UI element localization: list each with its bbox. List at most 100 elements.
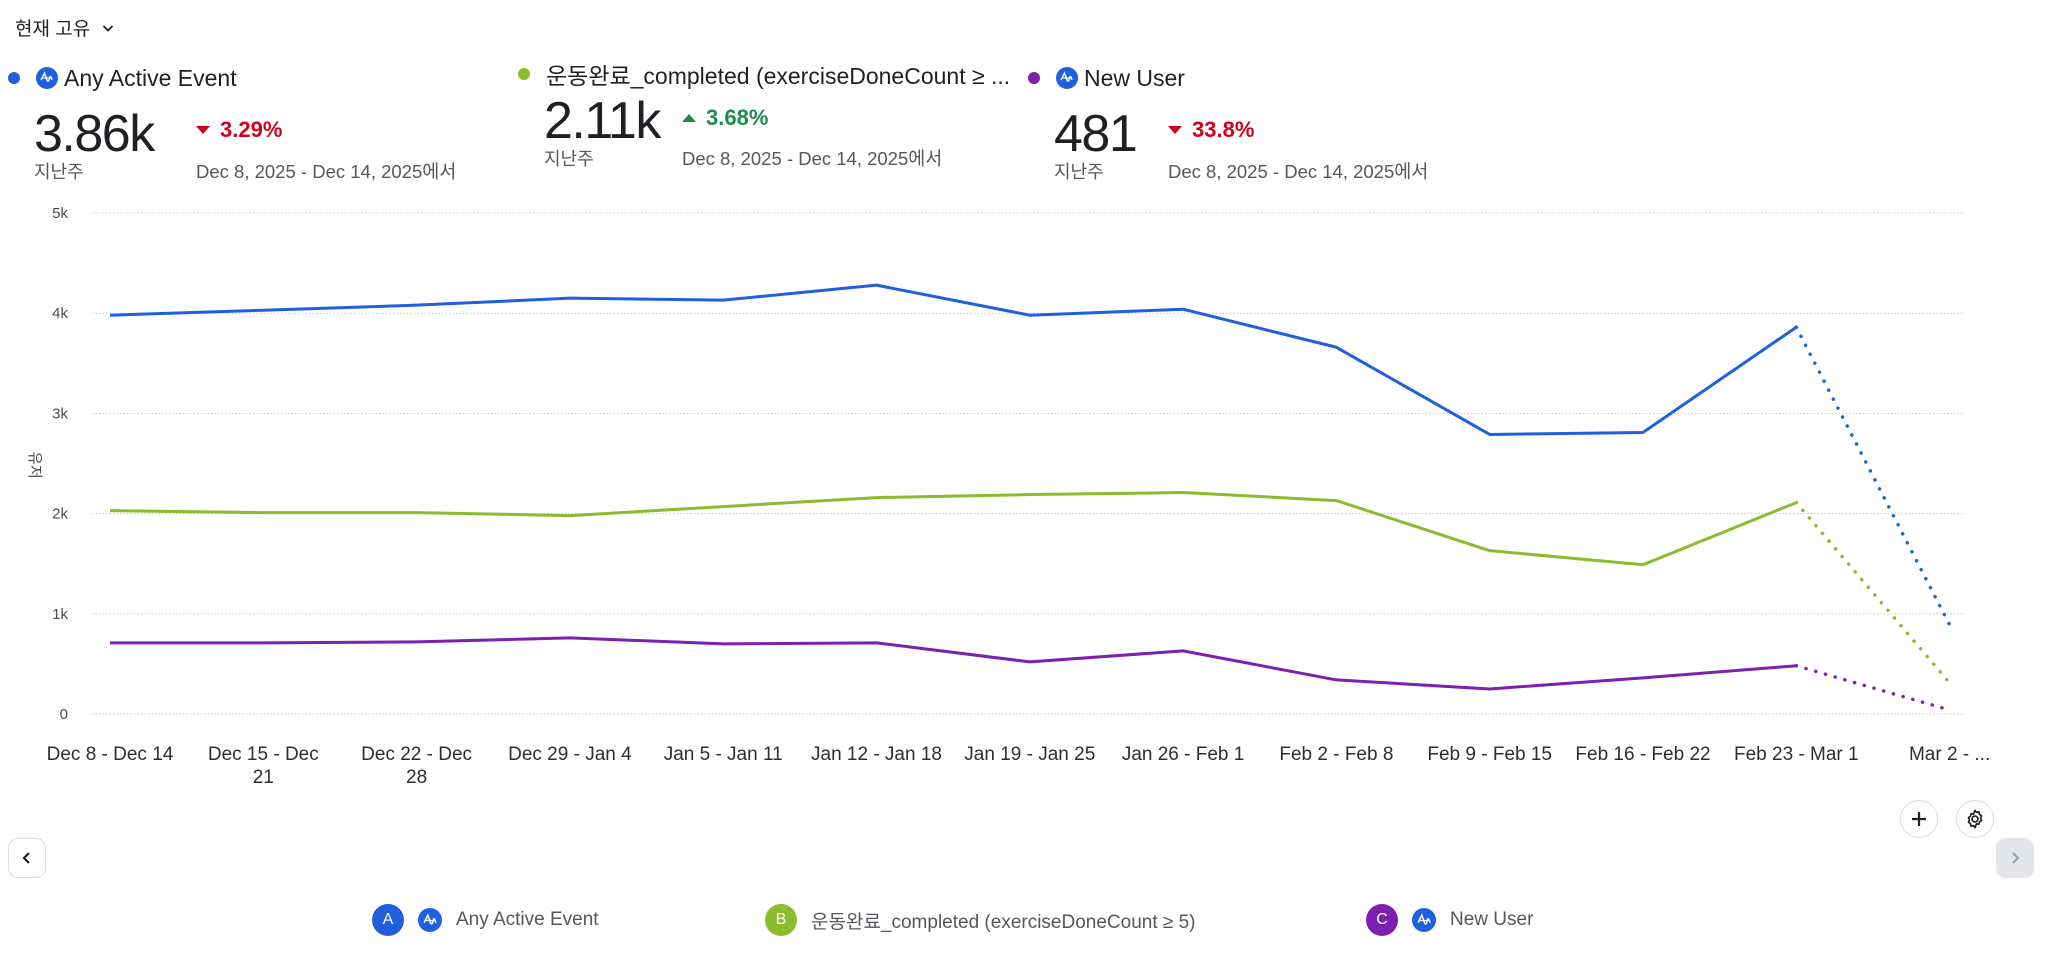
scroll-right-button[interactable] bbox=[1996, 838, 2034, 878]
series-letter-badge: B bbox=[765, 904, 797, 936]
kpi-value: 481 bbox=[1054, 105, 1138, 163]
data-point[interactable] bbox=[104, 505, 116, 517]
data-point[interactable] bbox=[411, 299, 423, 311]
kpi-period: 지난주 bbox=[34, 162, 84, 182]
data-point[interactable] bbox=[564, 510, 576, 522]
data-point[interactable] bbox=[257, 507, 269, 519]
legend-item-c[interactable]: C New User bbox=[1366, 904, 1533, 936]
x-tick-label: Jan 19 - Jan 25 bbox=[964, 744, 1095, 765]
amplitude-icon bbox=[36, 67, 58, 89]
kpi-period: 지난주 bbox=[1054, 162, 1104, 182]
data-point[interactable] bbox=[1637, 672, 1649, 684]
data-point[interactable] bbox=[1024, 656, 1036, 668]
series-line-incomplete[interactable] bbox=[1794, 500, 1952, 685]
series-1[interactable] bbox=[104, 279, 1956, 631]
series-lines bbox=[104, 279, 1956, 716]
kpi-header[interactable]: New User bbox=[1028, 63, 1528, 93]
metric-dropdown[interactable]: 현재 고유 bbox=[15, 14, 116, 41]
kpi-change-down: 33.8% bbox=[1168, 117, 1254, 143]
chevron-left-icon bbox=[22, 852, 30, 864]
chevron-down-icon bbox=[103, 24, 114, 32]
data-point[interactable] bbox=[1177, 303, 1189, 315]
x-tick-label: Dec 22 - Dec 28 bbox=[361, 744, 472, 788]
data-point[interactable] bbox=[871, 492, 883, 504]
data-point[interactable] bbox=[104, 637, 116, 649]
data-point[interactable] bbox=[564, 292, 576, 304]
kpi-value: 2.11k bbox=[544, 92, 661, 150]
data-point[interactable] bbox=[1637, 559, 1649, 571]
legend-item-a[interactable]: A Any Active Event bbox=[372, 904, 599, 936]
x-axis-ticks: Dec 8 - Dec 14 Dec 15 - Dec 21 Dec 22 - Dec… bbox=[47, 744, 1991, 788]
gridlines bbox=[92, 212, 1965, 715]
plus-icon bbox=[1912, 812, 1926, 826]
data-point[interactable] bbox=[564, 632, 576, 644]
data-point[interactable] bbox=[1177, 487, 1189, 499]
data-point[interactable] bbox=[1944, 677, 1956, 689]
data-point[interactable] bbox=[717, 294, 729, 306]
series-3[interactable] bbox=[104, 632, 1956, 716]
settings-button[interactable] bbox=[1956, 800, 1994, 838]
data-point[interactable] bbox=[257, 637, 269, 649]
series-line[interactable] bbox=[110, 636, 1797, 691]
series-color-dot bbox=[8, 72, 20, 84]
data-point[interactable] bbox=[411, 636, 423, 648]
kpi-period: 지난주 bbox=[544, 149, 594, 169]
kpi-header[interactable]: Any Active Event bbox=[8, 63, 508, 93]
data-point[interactable] bbox=[1024, 489, 1036, 501]
series-line-incomplete[interactable] bbox=[1794, 664, 1952, 712]
data-point[interactable] bbox=[1484, 545, 1496, 557]
kpi-header[interactable]: 운동완료_completed (exerciseDoneCount ≥ ... bbox=[518, 59, 1018, 89]
data-point[interactable] bbox=[1790, 497, 1802, 509]
series-line-incomplete[interactable] bbox=[1794, 325, 1952, 627]
data-point[interactable] bbox=[1330, 341, 1342, 353]
data-point[interactable] bbox=[1944, 704, 1956, 716]
data-point[interactable] bbox=[871, 279, 883, 291]
y-tick-label: 3k bbox=[52, 405, 68, 422]
data-point[interactable] bbox=[1330, 674, 1342, 686]
data-point[interactable] bbox=[1484, 683, 1496, 695]
kpi-title: New User bbox=[1084, 64, 1185, 91]
x-tick-label: Dec 8 - Dec 14 bbox=[47, 744, 174, 765]
kpi-change-down: 3.29% bbox=[196, 117, 282, 143]
triangle-up-icon bbox=[682, 114, 696, 122]
kpi-new-user: New User 481 지난주 33.8% Dec 8, 2025 - Dec… bbox=[1028, 63, 1528, 188]
x-tick-label: Dec 15 - Dec 21 bbox=[208, 744, 319, 788]
data-point[interactable] bbox=[871, 637, 883, 649]
kpi-exercise-completed: 운동완료_completed (exerciseDoneCount ≥ ... … bbox=[518, 59, 1018, 184]
series-line[interactable] bbox=[109, 491, 1797, 567]
data-point[interactable] bbox=[257, 304, 269, 316]
data-point[interactable] bbox=[1484, 428, 1496, 440]
data-point[interactable] bbox=[1790, 321, 1802, 333]
series-2[interactable] bbox=[104, 487, 1956, 689]
legend-label: 운동완료_completed (exerciseDoneCount ≥ 5) bbox=[811, 911, 1196, 933]
data-point[interactable] bbox=[1944, 619, 1956, 631]
triangle-down-icon bbox=[1168, 126, 1182, 134]
x-tick-label: Jan 26 - Feb 1 bbox=[1122, 744, 1245, 765]
add-button[interactable] bbox=[1900, 800, 1938, 838]
kpi-change-value: 33.8% bbox=[1192, 117, 1255, 142]
legend-item-b[interactable]: B 운동완료_completed (exerciseDoneCount ≥ 5) bbox=[765, 904, 1196, 936]
data-point[interactable] bbox=[1790, 660, 1802, 672]
scroll-left-button[interactable] bbox=[8, 838, 46, 878]
x-tick-label: Dec 29 - Jan 4 bbox=[508, 744, 632, 765]
kpi-change-value: 3.68% bbox=[706, 105, 769, 130]
series-color-dot bbox=[1028, 72, 1040, 84]
y-tick-label: 2k bbox=[52, 506, 68, 523]
line-chart[interactable]: 0 1k 2k 3k 4k 5k 유저 Dec 8 - Dec 14 Dec 15 - De… bbox=[0, 195, 2048, 795]
legend-label: New User bbox=[1450, 909, 1534, 930]
kpi-value: 3.86k bbox=[34, 105, 155, 163]
data-point[interactable] bbox=[1177, 645, 1189, 657]
amplitude-icon bbox=[418, 908, 442, 932]
data-point[interactable] bbox=[104, 309, 116, 321]
x-tick-label: Feb 2 - Feb 8 bbox=[1279, 744, 1393, 765]
data-point[interactable] bbox=[1024, 309, 1036, 321]
kpi-comparison: Dec 8, 2025 - Dec 14, 2025에서 bbox=[1168, 161, 1429, 182]
series-line[interactable] bbox=[109, 283, 1798, 436]
data-point[interactable] bbox=[1330, 495, 1342, 507]
gear-icon bbox=[1967, 809, 1983, 829]
data-point[interactable] bbox=[717, 501, 729, 513]
data-point[interactable] bbox=[411, 507, 423, 519]
legend-label: Any Active Event bbox=[456, 909, 599, 930]
data-point[interactable] bbox=[1637, 426, 1649, 438]
data-point[interactable] bbox=[717, 638, 729, 650]
